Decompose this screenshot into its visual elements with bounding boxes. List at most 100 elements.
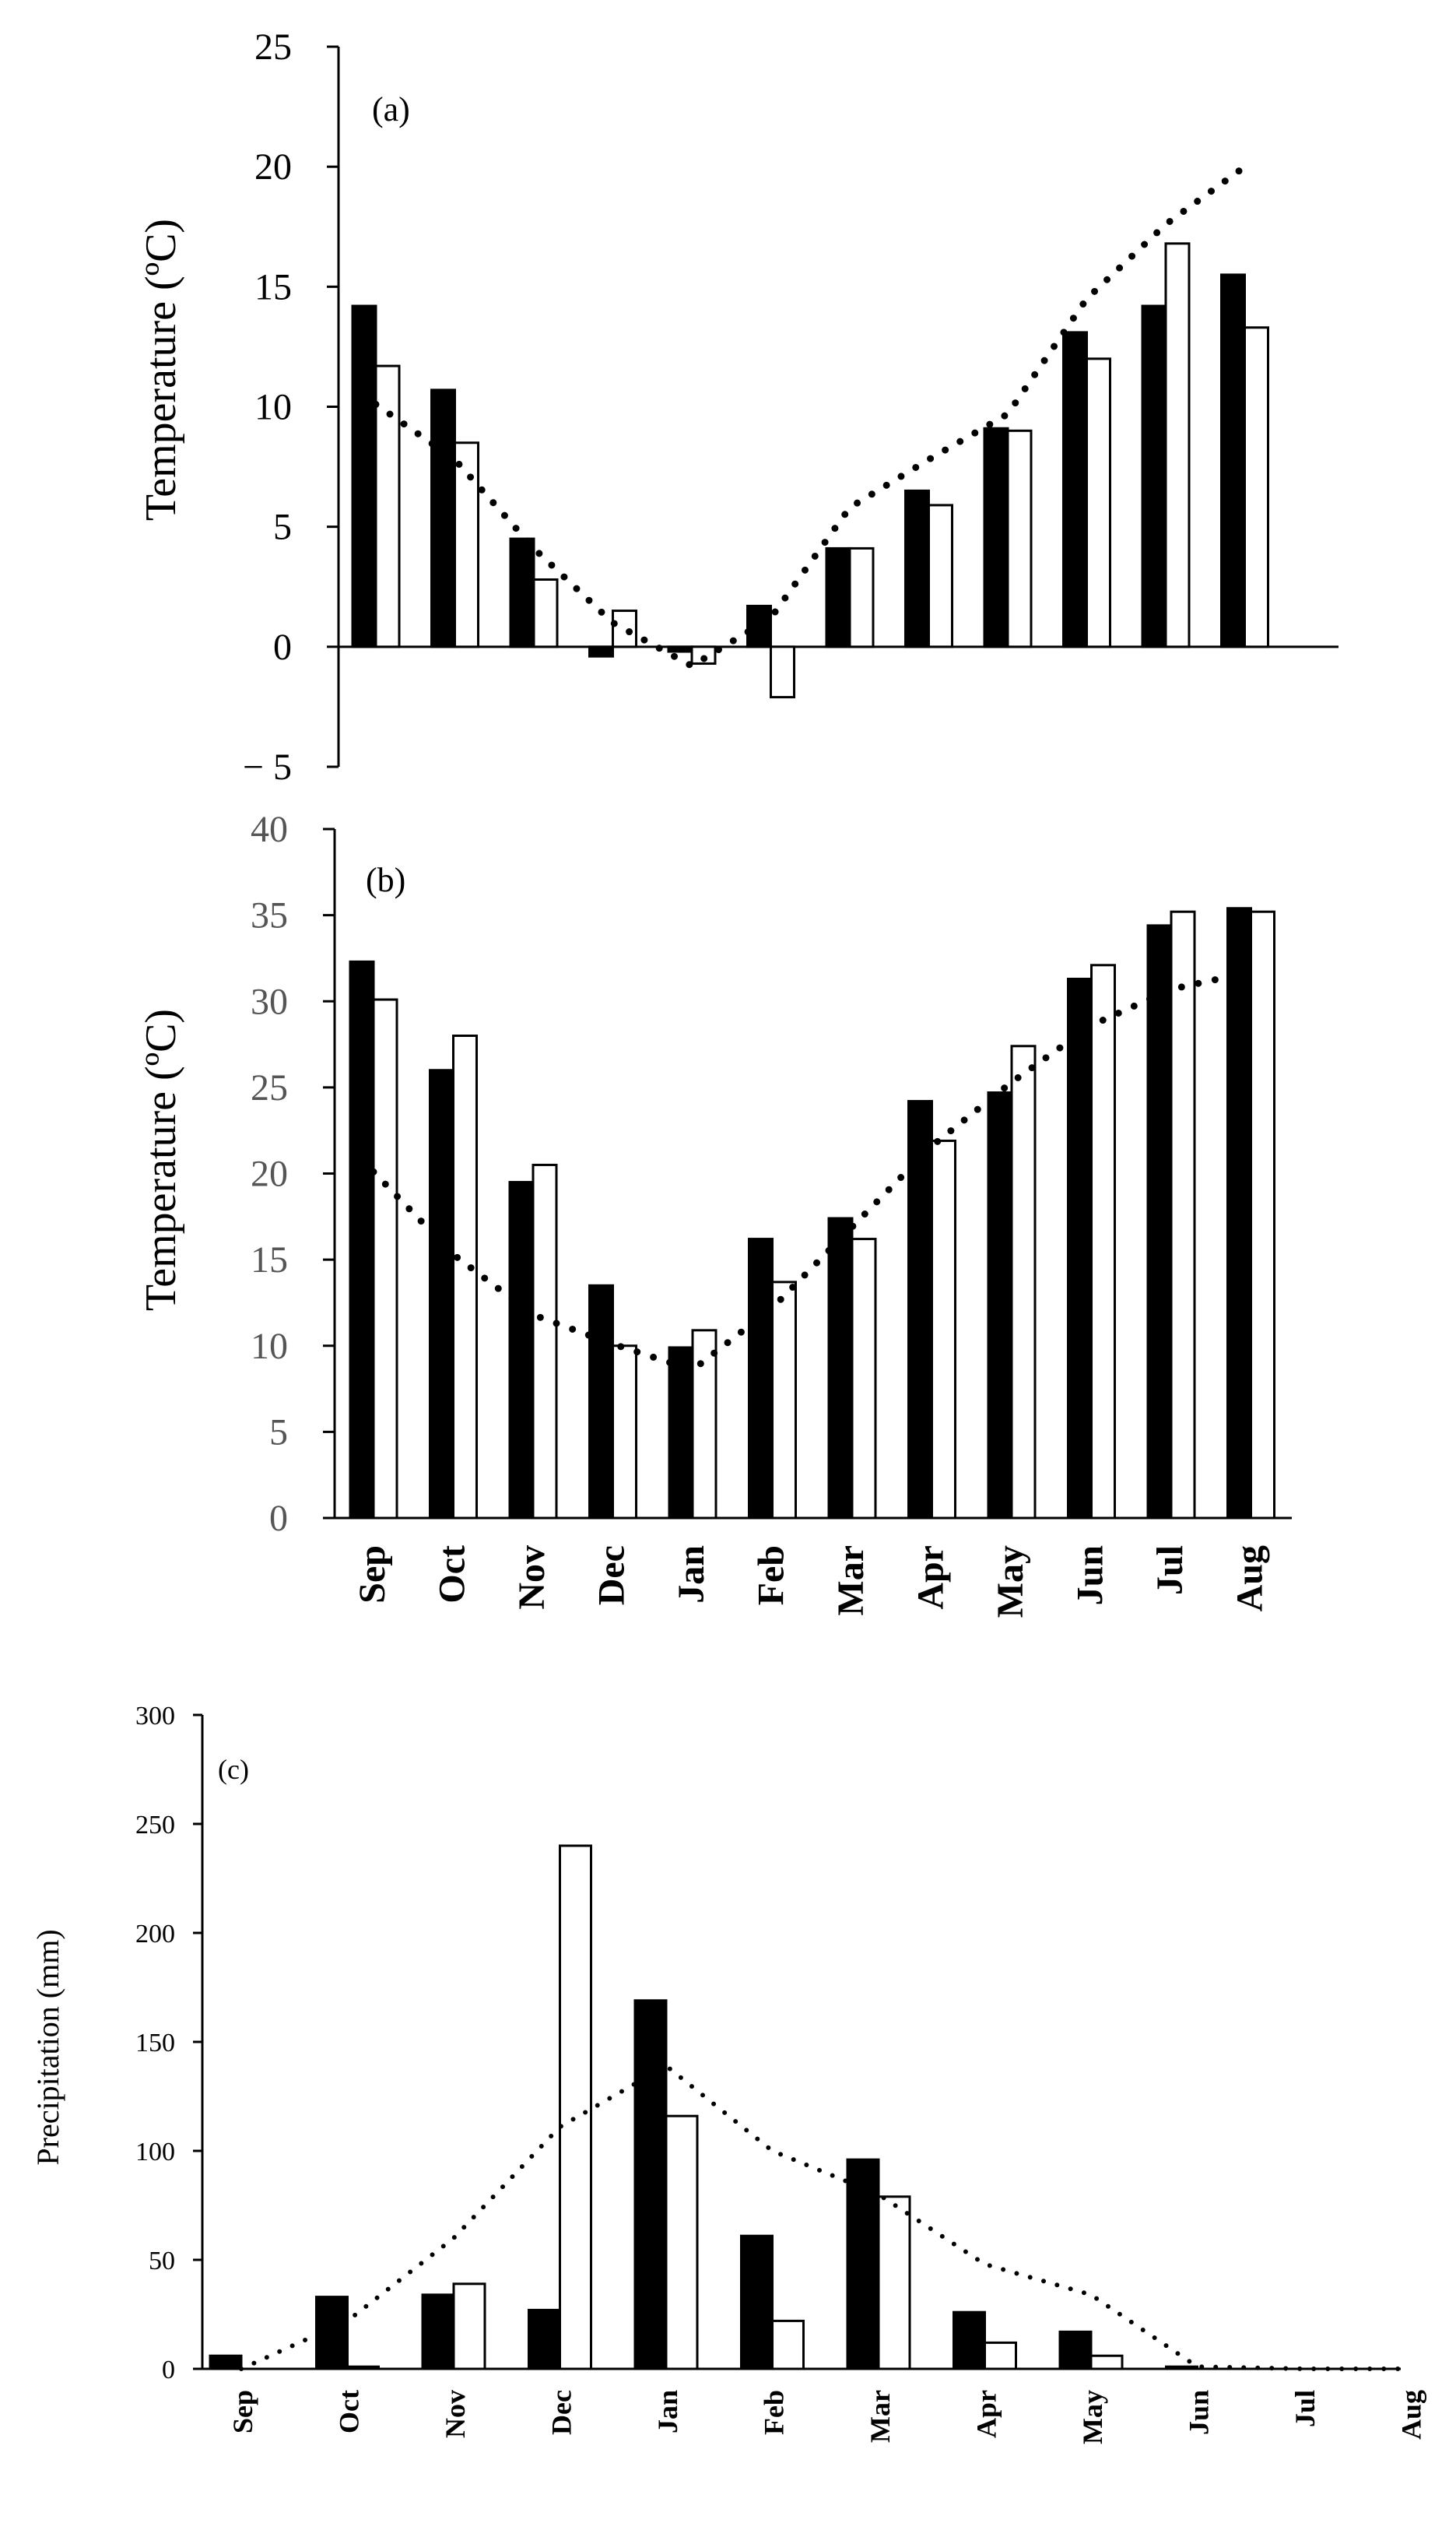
bar-open-dec: [559, 1844, 592, 2370]
bar-open-jun: [1086, 357, 1111, 648]
bar-filled-oct: [315, 2296, 349, 2370]
bar-filled-feb: [740, 2234, 774, 2370]
bar-open-jan: [665, 2114, 699, 2370]
y-tick-label: 150: [135, 2029, 175, 2057]
bar-filled-mar: [825, 546, 851, 648]
bar-open-may: [1006, 429, 1033, 648]
bar-filled-apr: [953, 2310, 986, 2370]
bar-open-mar: [848, 546, 875, 648]
y-tick-label: 300: [135, 1702, 175, 1731]
y-tick-label: 5: [269, 1411, 288, 1453]
y-tick-label: 15: [251, 1239, 288, 1281]
bar-filled-apr: [907, 1100, 933, 1520]
bar-open-oct: [452, 1035, 478, 1520]
month-label-aug: Aug: [1230, 1545, 1271, 1611]
y-tick-label: 50: [149, 2247, 175, 2275]
bar-open-dec: [612, 610, 637, 648]
bar-filled-sep: [209, 2354, 243, 2370]
y-tick-label: 10: [254, 387, 292, 428]
y-tick-label: 250: [135, 1811, 175, 1839]
month-label-jun: Jun: [1070, 1545, 1111, 1605]
bar-open-feb: [770, 645, 795, 699]
bar-open-mar: [877, 2195, 911, 2370]
month-label-dec: Dec: [591, 1545, 633, 1605]
y-tick-label: 0: [273, 627, 292, 668]
month-label-jul: Jul: [1289, 2390, 1321, 2427]
month-label-oct: Oct: [432, 1545, 473, 1604]
month-label-may: May: [1077, 2390, 1108, 2444]
bar-filled-mar: [827, 1217, 854, 1520]
month-label-feb: Feb: [759, 2390, 790, 2435]
y-tick-label: 0: [162, 2356, 175, 2384]
panel-b-temperature-chart: (b) Temperature (ºC) 40 35 30 25 20 15 10 5 0 Sep…: [137, 809, 1292, 1618]
y-tick-label: 40: [251, 809, 288, 850]
bar-open-sep: [374, 364, 401, 648]
mean-dotted-line: [370, 968, 1254, 1374]
y-tick-label: 10: [251, 1326, 288, 1367]
bar-filled-oct: [430, 388, 456, 648]
bar-filled-dec: [588, 1284, 614, 1520]
y-tick-label: 20: [251, 1154, 288, 1195]
bar-open-mar: [851, 1238, 877, 1520]
month-label-mar: Mar: [830, 1545, 872, 1616]
bar-open-oct: [454, 441, 479, 648]
bar-filled-may: [1058, 2330, 1093, 2370]
bar-open-may: [1089, 2354, 1124, 2370]
bar-open-oct: [346, 2365, 380, 2370]
bar-filled-feb: [748, 1238, 774, 1520]
month-label-may: May: [990, 1545, 1031, 1618]
bar-filled-sep: [351, 304, 377, 648]
y-tick-label: 5: [273, 507, 292, 548]
bar-open-aug: [1250, 910, 1275, 1520]
panel-label-c: (c): [218, 1754, 249, 1785]
bar-filled-jan: [633, 1999, 668, 2370]
month-label-jan: Jan: [652, 2390, 683, 2433]
bar-filled-may: [987, 1091, 1013, 1520]
month-label-aug: Aug: [1396, 2390, 1427, 2440]
bar-filled-jun: [1062, 331, 1088, 648]
bar-open-jan: [691, 1329, 717, 1520]
month-label-apr: Apr: [910, 1545, 952, 1610]
bar-filled-mar: [846, 2158, 880, 2370]
bar-filled-feb: [746, 604, 772, 648]
bar-open-feb: [771, 2319, 805, 2370]
bar-open-jul: [1164, 242, 1191, 648]
bar-open-nov: [532, 578, 559, 648]
month-label-sep: Sep: [227, 2390, 258, 2433]
month-label-nov: Nov: [511, 1545, 553, 1610]
bar-filled-jun: [1165, 2365, 1198, 2370]
bar-open-nov: [532, 1163, 558, 1520]
panel-c-precipitation-chart: (c) Precipitation (mm) 300 250 200 150 100 50…: [30, 1702, 1427, 2444]
bar-filled-apr: [904, 489, 930, 648]
bar-filled-may: [983, 427, 1009, 648]
bar-filled-oct: [429, 1069, 454, 1520]
bar-open-may: [1010, 1045, 1037, 1520]
bar-open-apr: [931, 1139, 956, 1520]
bar-filled-dec: [588, 645, 614, 658]
bar-filled-aug: [1226, 907, 1252, 1520]
month-label-jul: Jul: [1149, 1545, 1191, 1595]
y-tick-label: 35: [251, 895, 288, 936]
bar-filled-sep: [349, 960, 375, 1520]
bar-filled-jul: [1141, 304, 1167, 648]
bar-open-apr: [928, 504, 953, 648]
bar-open-dec: [612, 1344, 637, 1520]
month-label-sep: Sep: [352, 1545, 393, 1604]
y-tick-label: − 5: [243, 747, 292, 788]
y-tick-label: 25: [254, 26, 292, 68]
y-tick-label: 0: [269, 1498, 288, 1539]
panel-label-b: (b): [366, 861, 405, 899]
y-tick-label: 30: [251, 981, 288, 1022]
mean-dotted-line: [372, 163, 1248, 670]
bar-open-apr: [984, 2341, 1017, 2370]
y-tick-label: 15: [254, 266, 292, 307]
bar-filled-nov: [421, 2293, 455, 2370]
month-label-dec: Dec: [546, 2390, 577, 2435]
y-tick-label: 200: [135, 1920, 175, 1948]
bar-filled-jan: [667, 645, 693, 653]
y-tick-label: 25: [251, 1067, 288, 1109]
panel-a-temperature-chart: (a) Temperature (ºC) 25 20 15 10 5 0 − 5: [137, 26, 1338, 788]
bar-filled-jan: [668, 1346, 694, 1520]
bar-filled-jun: [1067, 977, 1093, 1520]
